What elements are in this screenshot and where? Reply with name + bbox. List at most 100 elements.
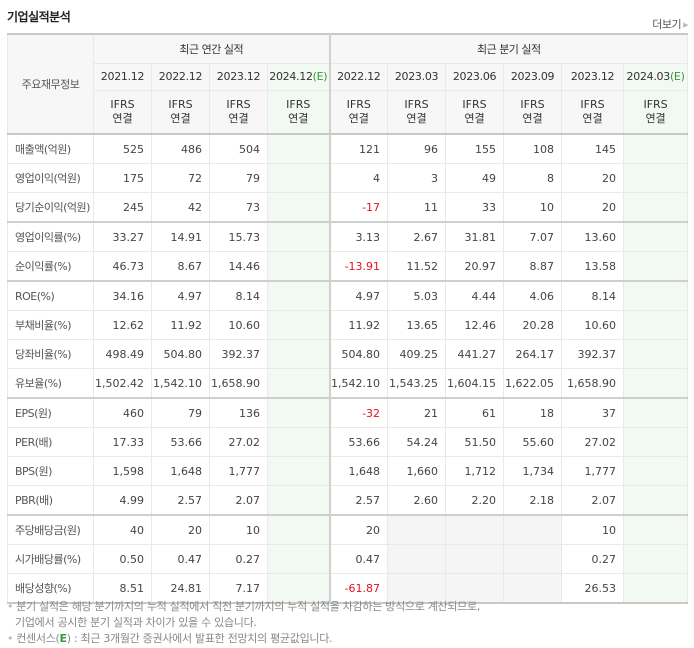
value-cell — [266, 221, 331, 252]
value-cell: 1,622.05 — [503, 368, 563, 399]
value-cell — [266, 514, 331, 545]
value-cell: 504.80 — [151, 339, 210, 369]
value-cell — [266, 485, 331, 516]
more-label: 더보기 — [652, 18, 682, 31]
value-cell: 392.37 — [209, 339, 268, 369]
value-cell: 96 — [387, 133, 447, 164]
value-cell — [623, 251, 689, 282]
ifrs-standard-label: IFRS 연결 — [503, 89, 563, 135]
value-cell: 4.99 — [93, 485, 152, 516]
period-header: 2022.12 — [151, 62, 210, 91]
value-cell: 1,542.10 — [329, 368, 389, 399]
table-row: 부채비율(%) 12.62 11.92 10.60 11.92 13.65 12.46 20.… — [7, 310, 689, 340]
ifrs-standard-label: IFRS 연결 — [329, 89, 389, 135]
value-cell: 0.27 — [561, 544, 625, 574]
row-label: 유보율(%) — [7, 368, 94, 399]
row-label: 당기순이익(억원) — [7, 192, 94, 223]
value-cell: 3.13 — [329, 221, 389, 252]
row-label: BPS(원) — [7, 456, 94, 486]
value-cell — [623, 544, 689, 574]
table-row: BPS(원) 1,598 1,648 1,777 1,648 1,660 1,712 1,73… — [7, 456, 689, 486]
value-cell: 2.57 — [151, 485, 210, 516]
value-cell: 0.47 — [329, 544, 389, 574]
value-cell: 13.65 — [387, 310, 447, 340]
value-cell — [503, 544, 563, 574]
value-cell — [623, 368, 689, 399]
value-cell — [266, 163, 331, 193]
value-cell: 20 — [561, 192, 625, 223]
value-cell: 53.66 — [151, 427, 210, 457]
value-cell — [266, 192, 331, 223]
value-cell: 1,777 — [561, 456, 625, 486]
value-cell — [623, 485, 689, 516]
value-cell: 8.51 — [93, 573, 152, 604]
value-cell: 4 — [329, 163, 389, 193]
value-cell: 155 — [445, 133, 505, 164]
value-cell: 31.81 — [445, 221, 505, 252]
period-header: 2023.12 — [209, 62, 268, 91]
value-cell: 73 — [209, 192, 268, 223]
period-header: 2021.12 — [93, 62, 152, 91]
value-cell: 34.16 — [93, 280, 152, 311]
value-cell: 108 — [503, 133, 563, 164]
value-cell: 4.44 — [445, 280, 505, 311]
ifrs-standard-label: IFRS 연결 — [266, 89, 331, 135]
footnote-quarterly: • 분기 실적은 해당 분기까지의 누적 실적에서 직전 분기까지의 누적 실적을… — [7, 600, 481, 613]
value-cell: 1,598 — [93, 456, 152, 486]
value-cell — [266, 280, 331, 311]
value-cell: 72 — [151, 163, 210, 193]
value-cell: 13.58 — [561, 251, 625, 282]
value-cell — [623, 133, 689, 164]
row-label: 영업이익률(%) — [7, 221, 94, 252]
value-cell: 0.47 — [151, 544, 210, 574]
row-header-label: 주요재무정보 — [7, 33, 94, 135]
value-cell: 13.60 — [561, 221, 625, 252]
value-cell: 1,712 — [445, 456, 505, 486]
value-cell: 14.46 — [209, 251, 268, 282]
value-cell: 27.02 — [209, 427, 268, 457]
triangle-right-icon: ▶ — [683, 21, 688, 29]
value-cell: 175 — [93, 163, 152, 193]
value-cell: 8.87 — [503, 251, 563, 282]
value-cell: 20 — [151, 514, 210, 545]
value-cell: 1,604.15 — [445, 368, 505, 399]
row-label: 시가배당률(%) — [7, 544, 94, 574]
value-cell: 20.28 — [503, 310, 563, 340]
value-cell: 20 — [329, 514, 389, 545]
value-cell: 1,734 — [503, 456, 563, 486]
value-cell — [266, 544, 331, 574]
value-cell: 1,648 — [151, 456, 210, 486]
table-row: PER(배) 17.33 53.66 27.02 53.66 54.24 51.50 55.6… — [7, 427, 689, 457]
value-cell: 1,543.25 — [387, 368, 447, 399]
value-cell: 460 — [93, 397, 152, 428]
value-cell: 2.07 — [209, 485, 268, 516]
value-cell — [266, 133, 331, 164]
value-cell — [266, 456, 331, 486]
table-row: EPS(원) 460 79 136 -32 21 61 18 37 — [7, 397, 689, 428]
value-cell: 11.52 — [387, 251, 447, 282]
value-cell: 79 — [209, 163, 268, 193]
value-cell: 4.06 — [503, 280, 563, 311]
value-cell — [266, 397, 331, 428]
value-cell: 10.60 — [561, 310, 625, 340]
value-cell: 46.73 — [93, 251, 152, 282]
value-cell: 486 — [151, 133, 210, 164]
value-cell: 10 — [209, 514, 268, 545]
value-cell: 2.07 — [561, 485, 625, 516]
value-cell: 441.27 — [445, 339, 505, 369]
value-cell: 11.92 — [151, 310, 210, 340]
value-cell: 3 — [387, 163, 447, 193]
value-cell: 26.53 — [561, 573, 625, 604]
table-row: 배당성향(%) 8.51 24.81 7.17 -61.87 26.53 — [7, 573, 689, 604]
value-cell: 1,658.90 — [209, 368, 268, 399]
value-cell — [266, 427, 331, 457]
value-cell — [623, 221, 689, 252]
value-cell: 1,777 — [209, 456, 268, 486]
value-cell: 2.60 — [387, 485, 447, 516]
value-cell: 42 — [151, 192, 210, 223]
more-link[interactable]: 더보기 ▶ — [652, 16, 688, 32]
value-cell: 33.27 — [93, 221, 152, 252]
value-cell: 245 — [93, 192, 152, 223]
table-row: 영업이익률(%) 33.27 14.91 15.73 3.13 2.67 31.81 7.07… — [7, 221, 689, 252]
financial-table: 주요재무정보 최근 연간 실적 최근 분기 실적 2021.12 2022.12 2… — [7, 33, 689, 604]
